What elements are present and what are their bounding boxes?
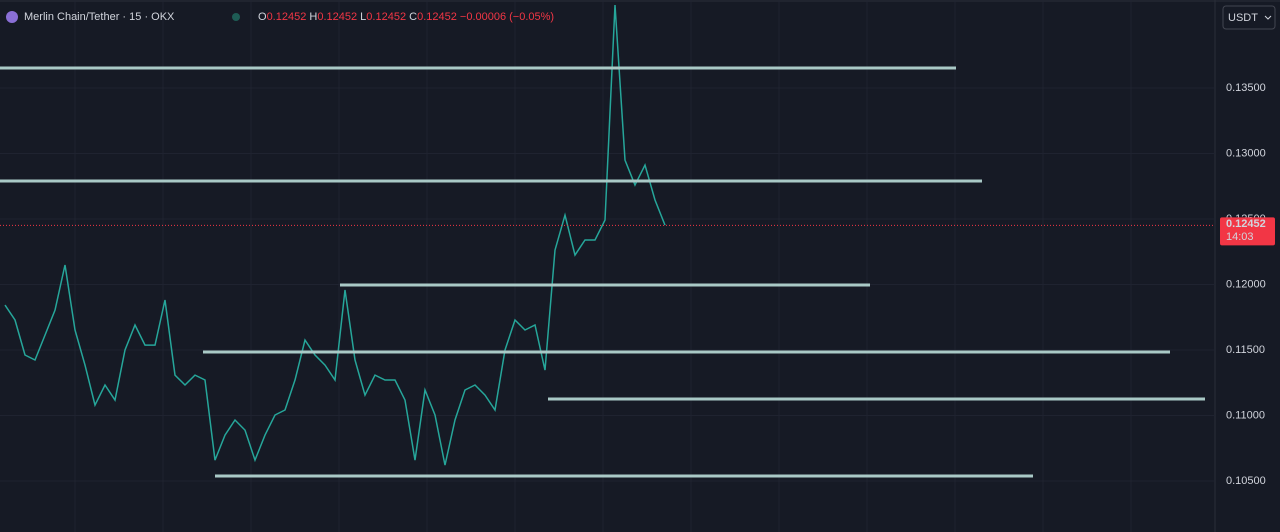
y-tick-label: 0.12000: [1226, 278, 1266, 290]
currency-button[interactable]: [1222, 5, 1276, 30]
y-tick-label: 0.13000: [1226, 147, 1266, 159]
h-label: H: [309, 11, 317, 23]
currency-label[interactable]: USDT: [1228, 12, 1258, 24]
status-dot: [232, 13, 240, 21]
l-label: L: [360, 11, 366, 23]
o-value: 0.12452: [267, 11, 307, 23]
c-value: 0.12452: [417, 11, 457, 23]
symbol-icon: [6, 11, 18, 23]
y-tick-label: 0.11500: [1226, 344, 1265, 356]
last-price-box: [1220, 217, 1275, 246]
change: −0.00006 (−0.05%): [460, 11, 554, 23]
price-line: [4, 4, 666, 466]
dropdown-arrow[interactable]: [1264, 15, 1272, 20]
h-value: 0.12452: [317, 11, 357, 23]
y-tick-label: 0.13500: [1226, 82, 1266, 94]
o-label: O: [258, 11, 267, 23]
plot: [0, 4, 1205, 478]
y-tick-label: 0.10500: [1226, 475, 1266, 487]
symbol-title: Merlin Chain/Tether · 15 · OKX: [24, 11, 175, 23]
l-value: 0.12452: [366, 11, 406, 23]
last-price-label: 0.12452: [1226, 218, 1266, 230]
countdown: 14:03: [1226, 231, 1254, 243]
c-label: C: [409, 11, 417, 23]
y-tick-label: 0.11000: [1226, 409, 1265, 421]
grid: [0, 0, 1215, 532]
ohlc: O0.12452 H0.12452 L0.12452 C0.12452 −0.0…: [258, 11, 554, 23]
